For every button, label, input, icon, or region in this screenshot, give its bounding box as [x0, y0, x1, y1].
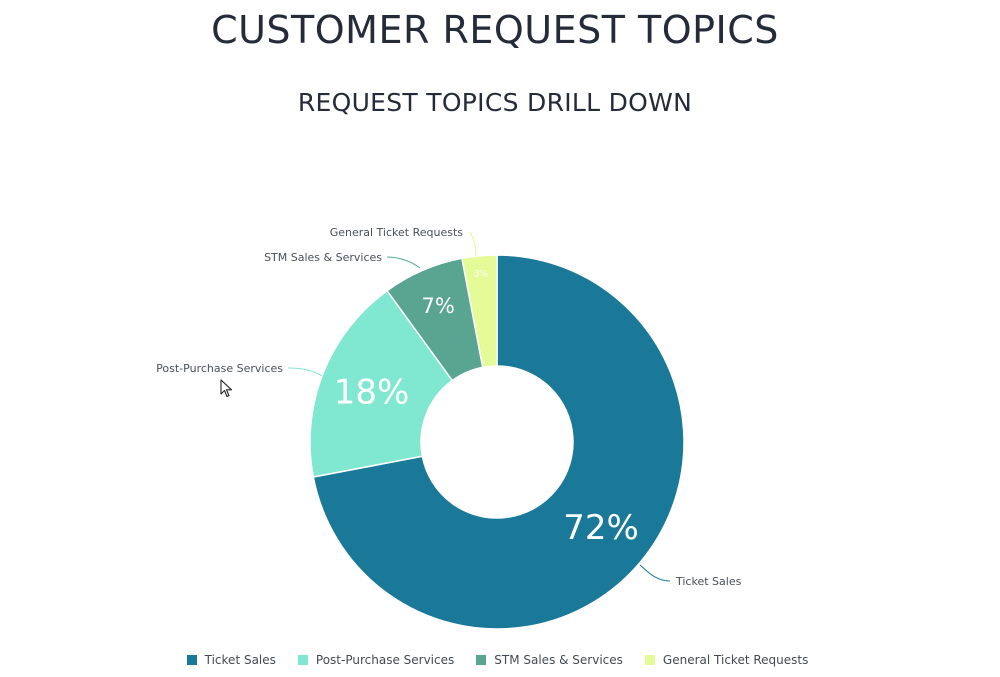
- slice-percent-label: 72%: [563, 508, 639, 548]
- legend-label: General Ticket Requests: [662, 653, 809, 667]
- page-title: CUSTOMER REQUEST TOPICS: [211, 8, 779, 52]
- slice-percent-label: 3%: [474, 270, 489, 280]
- legend-swatch: [297, 655, 308, 665]
- leader-line: [639, 564, 671, 582]
- donut-slice-0[interactable]: [312, 254, 685, 630]
- leader-line: [287, 367, 323, 377]
- slice-category-label: Ticket Sales: [675, 575, 742, 588]
- legend-swatch: [476, 655, 487, 665]
- legend-item-post-purchase-services[interactable]: Post-Purchase Services: [297, 653, 455, 667]
- legend-item-general-ticket-requests[interactable]: General Ticket Requests: [644, 653, 809, 667]
- legend-label: Ticket Sales: [204, 653, 276, 667]
- legend-swatch: [644, 655, 655, 665]
- donut-slice-1[interactable]: [309, 289, 454, 478]
- legend-label: STM Sales & Services: [494, 653, 623, 667]
- chart-legend: Ticket Sales Post-Purchase Services STM …: [0, 653, 995, 667]
- slice-category-label: Post-Purchase Services: [156, 362, 283, 375]
- chart-subtitle: REQUEST TOPICS DRILL DOWN: [297, 88, 693, 117]
- leader-line: [469, 231, 477, 257]
- slice-category-label: General Ticket Requests: [330, 226, 464, 239]
- slice-percent-label: 7%: [422, 294, 455, 318]
- donut-slice-3[interactable]: [461, 254, 498, 369]
- legend-item-ticket-sales[interactable]: Ticket Sales: [186, 653, 276, 667]
- mouse-cursor-icon: [220, 379, 233, 398]
- legend-swatch: [186, 655, 197, 665]
- slice-category-label: STM Sales & Services: [264, 251, 382, 264]
- legend-label: Post-Purchase Services: [315, 653, 455, 667]
- legend-item-stm-sales-services[interactable]: STM Sales & Services: [476, 653, 623, 667]
- slice-percent-label: 18%: [334, 372, 410, 412]
- leader-line: [386, 256, 421, 269]
